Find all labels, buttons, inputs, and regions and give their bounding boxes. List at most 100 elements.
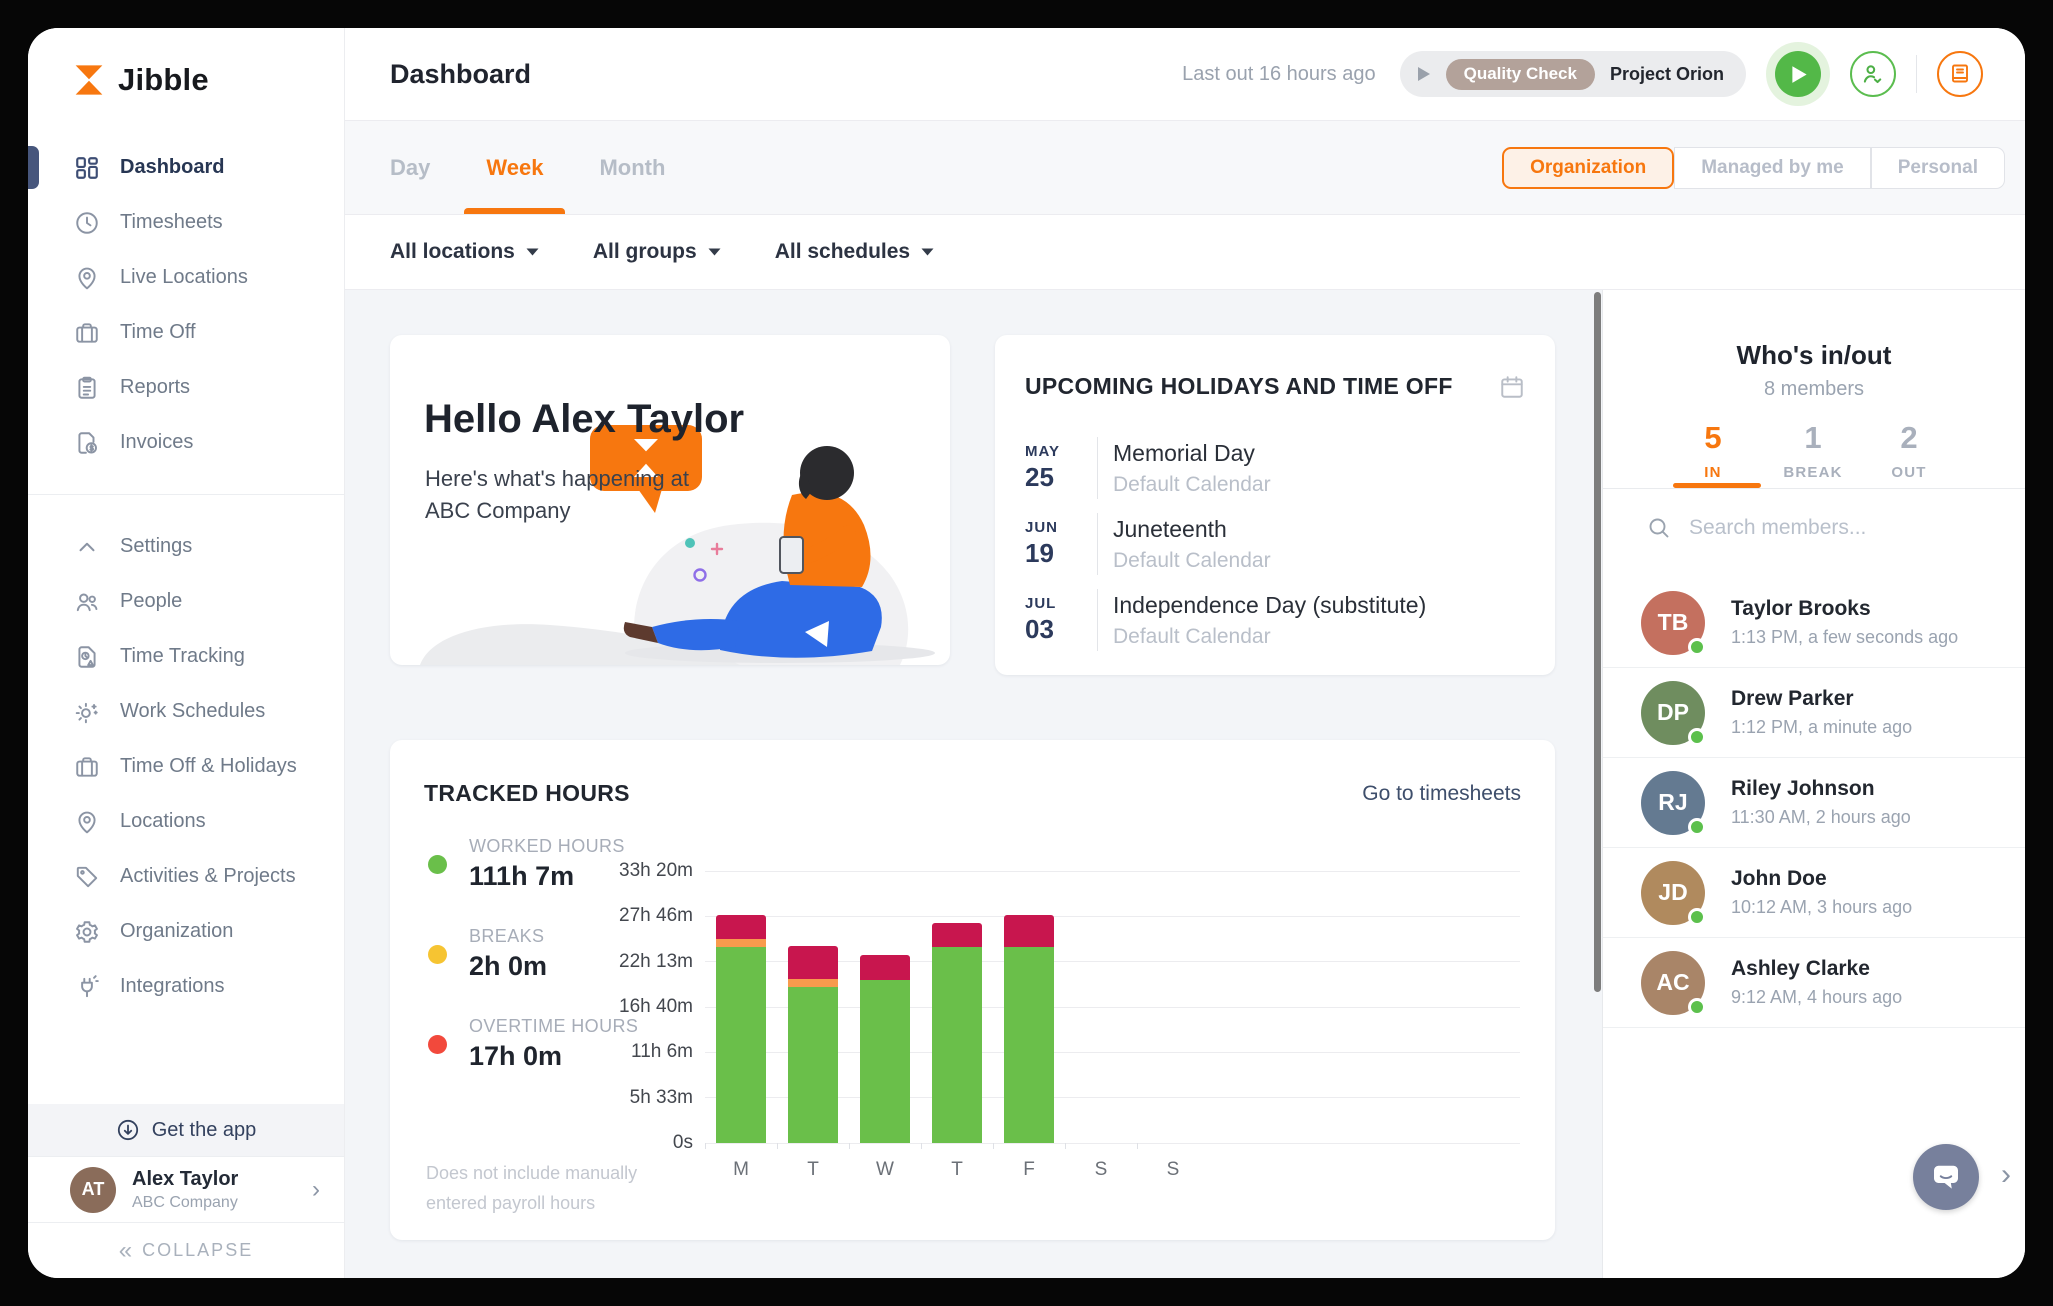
go-to-timesheets-link[interactable]: Go to timesheets: [1362, 781, 1521, 805]
briefcase-icon: [74, 754, 100, 780]
member-row[interactable]: JD John Doe 10:12 AM, 3 hours ago: [1603, 848, 2025, 938]
calendar-icon[interactable]: [1499, 374, 1525, 400]
status-dot-in: [1688, 997, 1706, 1016]
stacked-bar[interactable]: [860, 955, 910, 1143]
member-search: [1647, 504, 1985, 552]
bar-segment-overtime-hours: [860, 955, 910, 980]
filter-all-locations[interactable]: All locations: [390, 240, 539, 264]
tab-day[interactable]: Day: [390, 154, 431, 180]
stacked-bar[interactable]: [716, 914, 766, 1143]
y-axis-tick-label: 5h 33m: [629, 1086, 693, 1108]
caret-down-icon: [526, 248, 539, 256]
x-axis-tick-label: S: [1166, 1159, 1180, 1180]
work-schedules-icon: [74, 699, 100, 725]
people-icon: [74, 589, 100, 615]
members-count: 8 members: [1763, 378, 1865, 400]
dashboard-icon: [74, 155, 100, 181]
greeting-illustration: [420, 425, 935, 665]
stat-tab-in[interactable]: 5 IN: [1704, 420, 1722, 481]
stacked-bar[interactable]: [932, 922, 982, 1143]
sidebar-item-activities-projects[interactable]: Activities & Projects: [28, 849, 344, 904]
member-name: Taylor Brooks: [1731, 597, 1871, 620]
scope-personal[interactable]: Personal: [1870, 146, 2005, 189]
stacked-bar[interactable]: [1004, 914, 1054, 1143]
invoice-icon: [74, 430, 100, 456]
header-divider: [1916, 55, 1917, 93]
holiday-name: Independence Day (substitute): [1113, 591, 1427, 618]
greeting-title: Hello Alex Taylor: [424, 397, 745, 441]
bar-segment-overtime-hours: [788, 946, 838, 979]
sidebar-nav-main: Dashboard Timesheets Live Locations Time…: [28, 140, 344, 470]
view-tabs-bar: Day Week Month Organization Managed by m…: [345, 121, 2025, 215]
clock-in-person-button[interactable]: [1850, 51, 1896, 97]
user-account-row[interactable]: AT Alex Taylor ABC Company ›: [28, 1156, 344, 1222]
sidebar-item-timesheets[interactable]: Timesheets: [28, 195, 344, 250]
collapse-sidebar-button[interactable]: « COLLAPSE: [28, 1222, 344, 1278]
whos-inout-panel: Who's in/out 8 members 5 IN 1 BREAK 2 OU…: [1602, 290, 2025, 1278]
member-row[interactable]: AC Ashley Clarke 9:12 AM, 4 hours ago: [1603, 938, 2025, 1028]
chat-support-button[interactable]: [1913, 1144, 1979, 1210]
upcoming-holidays-card: UPCOMING HOLIDAYS AND TIME OFF MAY 25 Me…: [995, 335, 1555, 675]
clock-in-play-button[interactable]: [1766, 42, 1830, 106]
avatar: JD: [1641, 860, 1706, 926]
bar-slot: W: [849, 871, 921, 1180]
filters-bar: All locations All groups All schedules: [345, 215, 2025, 290]
member-status: 10:12 AM, 3 hours ago: [1731, 897, 1913, 917]
scope-organization[interactable]: Organization: [1502, 146, 1675, 189]
sidebar-item-time-off-holidays[interactable]: Time Off & Holidays: [28, 739, 344, 794]
member-row[interactable]: RJ Riley Johnson 11:30 AM, 2 hours ago: [1603, 758, 2025, 848]
x-axis-tick-label: M: [733, 1159, 749, 1180]
gridline: [705, 1142, 1520, 1144]
status-dot-in: [1688, 637, 1706, 656]
sidebar-item-people[interactable]: People: [28, 574, 344, 629]
sidebar-item-dashboard[interactable]: Dashboard: [28, 140, 344, 195]
member-name: Riley Johnson: [1731, 777, 1875, 800]
y-axis-tick-label: 16h 40m: [619, 996, 693, 1017]
bar-segment-worked-hours: [716, 947, 766, 1143]
filter-all-schedules[interactable]: All schedules: [775, 240, 934, 264]
sidebar-item-reports[interactable]: Reports: [28, 360, 344, 415]
stat-tab-break[interactable]: 1 BREAK: [1783, 420, 1843, 481]
scrollbar-thumb[interactable]: [1594, 292, 1601, 992]
status-dot-in: [1688, 907, 1706, 926]
bar-segment-worked-hours: [788, 987, 838, 1143]
user-company: ABC Company: [132, 1193, 238, 1211]
filter-all-groups[interactable]: All groups: [593, 240, 721, 264]
bar-slot: T: [921, 871, 993, 1180]
help-guide-button[interactable]: [1937, 51, 1983, 97]
x-axis-tick-label: F: [1023, 1159, 1035, 1180]
legend-overtime-hours: OVERTIME HOURS 17h 0m: [428, 1016, 638, 1072]
sidebar-item-invoices[interactable]: Invoices: [28, 415, 344, 470]
avatar: DP: [1641, 680, 1706, 746]
sidebar-item-live-locations[interactable]: Live Locations: [28, 250, 344, 305]
sidebar-item-time-tracking[interactable]: Time Tracking: [28, 629, 344, 684]
search-members-input[interactable]: [1689, 516, 1985, 540]
stat-tab-out[interactable]: 2 OUT: [1891, 420, 1927, 481]
tab-month[interactable]: Month: [599, 154, 666, 180]
stacked-bar[interactable]: [788, 946, 838, 1143]
sidebar-item-organization[interactable]: Organization: [28, 904, 344, 959]
collapse-panel-chevron[interactable]: ›: [2001, 1158, 2011, 1191]
sidebar-item-time-off[interactable]: Time Off: [28, 305, 344, 360]
y-axis-tick-label: 33h 20m: [619, 860, 693, 881]
whos-inout-title: Who's in/out: [1736, 340, 1892, 370]
chevron-up-icon: [74, 534, 100, 560]
scope-managed-by-me[interactable]: Managed by me: [1674, 146, 1871, 189]
member-row[interactable]: TB Taylor Brooks 1:13 PM, a few seconds …: [1603, 578, 2025, 668]
member-row[interactable]: DP Drew Parker 1:12 PM, a minute ago: [1603, 668, 2025, 758]
chevron-right-icon: ›: [312, 1175, 320, 1203]
tab-week[interactable]: Week: [464, 121, 566, 214]
brand-name: Jibble: [118, 62, 209, 97]
tracked-hours-plot: 33h 20m 27h 46m 22h 13m 16h 40m 11h 6m 5h 33m…: [619, 860, 1520, 1180]
sidebar-item-settings[interactable]: Settings: [28, 519, 344, 574]
holiday-date: JUN 19: [1025, 519, 1059, 568]
top-header: Dashboard Last out 16 hours ago Quality …: [345, 28, 2025, 121]
bar-segment-worked-hours: [860, 979, 910, 1143]
get-the-app-button[interactable]: Get the app: [28, 1104, 344, 1156]
clipboard-icon: [74, 375, 100, 401]
sidebar-item-work-schedules[interactable]: Work Schedules: [28, 684, 344, 739]
timer-activity-pill[interactable]: Quality Check Project Orion: [1399, 51, 1746, 97]
holiday-row: MAY 25 Memorial Day Default Calendar: [1025, 430, 1531, 506]
sidebar-item-integrations[interactable]: Integrations: [28, 959, 344, 1014]
sidebar-item-locations[interactable]: Locations: [28, 794, 344, 849]
